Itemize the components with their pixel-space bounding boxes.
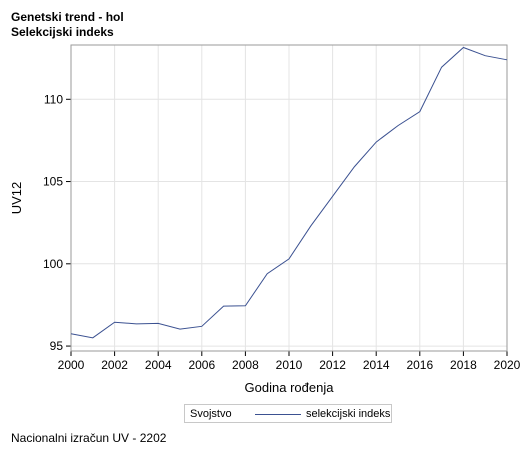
x-tick-label: 2020: [494, 358, 521, 372]
legend-title: Svojstvo: [190, 408, 232, 420]
y-axis-title: UV12: [9, 182, 24, 215]
x-tick-label: 2008: [232, 358, 259, 372]
footnote: Nacionalni izračun UV - 2202: [11, 431, 167, 445]
y-tick-label: 105: [43, 175, 63, 189]
y-tick-label: 110: [44, 92, 63, 106]
x-tick-label: 2018: [450, 358, 477, 372]
plot-frame: [70, 44, 508, 352]
legend-line-swatch: [255, 414, 301, 415]
chart-title: Genetski trend - hol: [11, 10, 124, 24]
y-tick-label: 100: [43, 257, 63, 271]
x-axis-title: Godina rođenja: [245, 380, 335, 395]
x-tick-label: 2012: [319, 358, 346, 372]
x-tick-label: 2006: [188, 358, 215, 372]
legend-series-label: selekcijski indeks: [306, 408, 391, 420]
line-chart: 2000 2002 2004 2006 2008 2010 2012 2014 2016 2018…: [9, 44, 521, 395]
series-line-0: [70, 46, 508, 339]
x-tick-label: 2000: [58, 358, 85, 372]
x-tick-label: 2016: [406, 358, 433, 372]
x-tick-label: 2004: [145, 358, 172, 372]
x-tick-label: 2002: [101, 358, 128, 372]
y-tick-label: 95: [50, 339, 64, 353]
legend: Svojstvo selekcijski indeks: [184, 404, 392, 423]
chart-subtitle: Selekcijski indeks: [11, 25, 114, 39]
x-tick-label: 2010: [276, 358, 303, 372]
x-tick-label: 2014: [363, 358, 390, 372]
